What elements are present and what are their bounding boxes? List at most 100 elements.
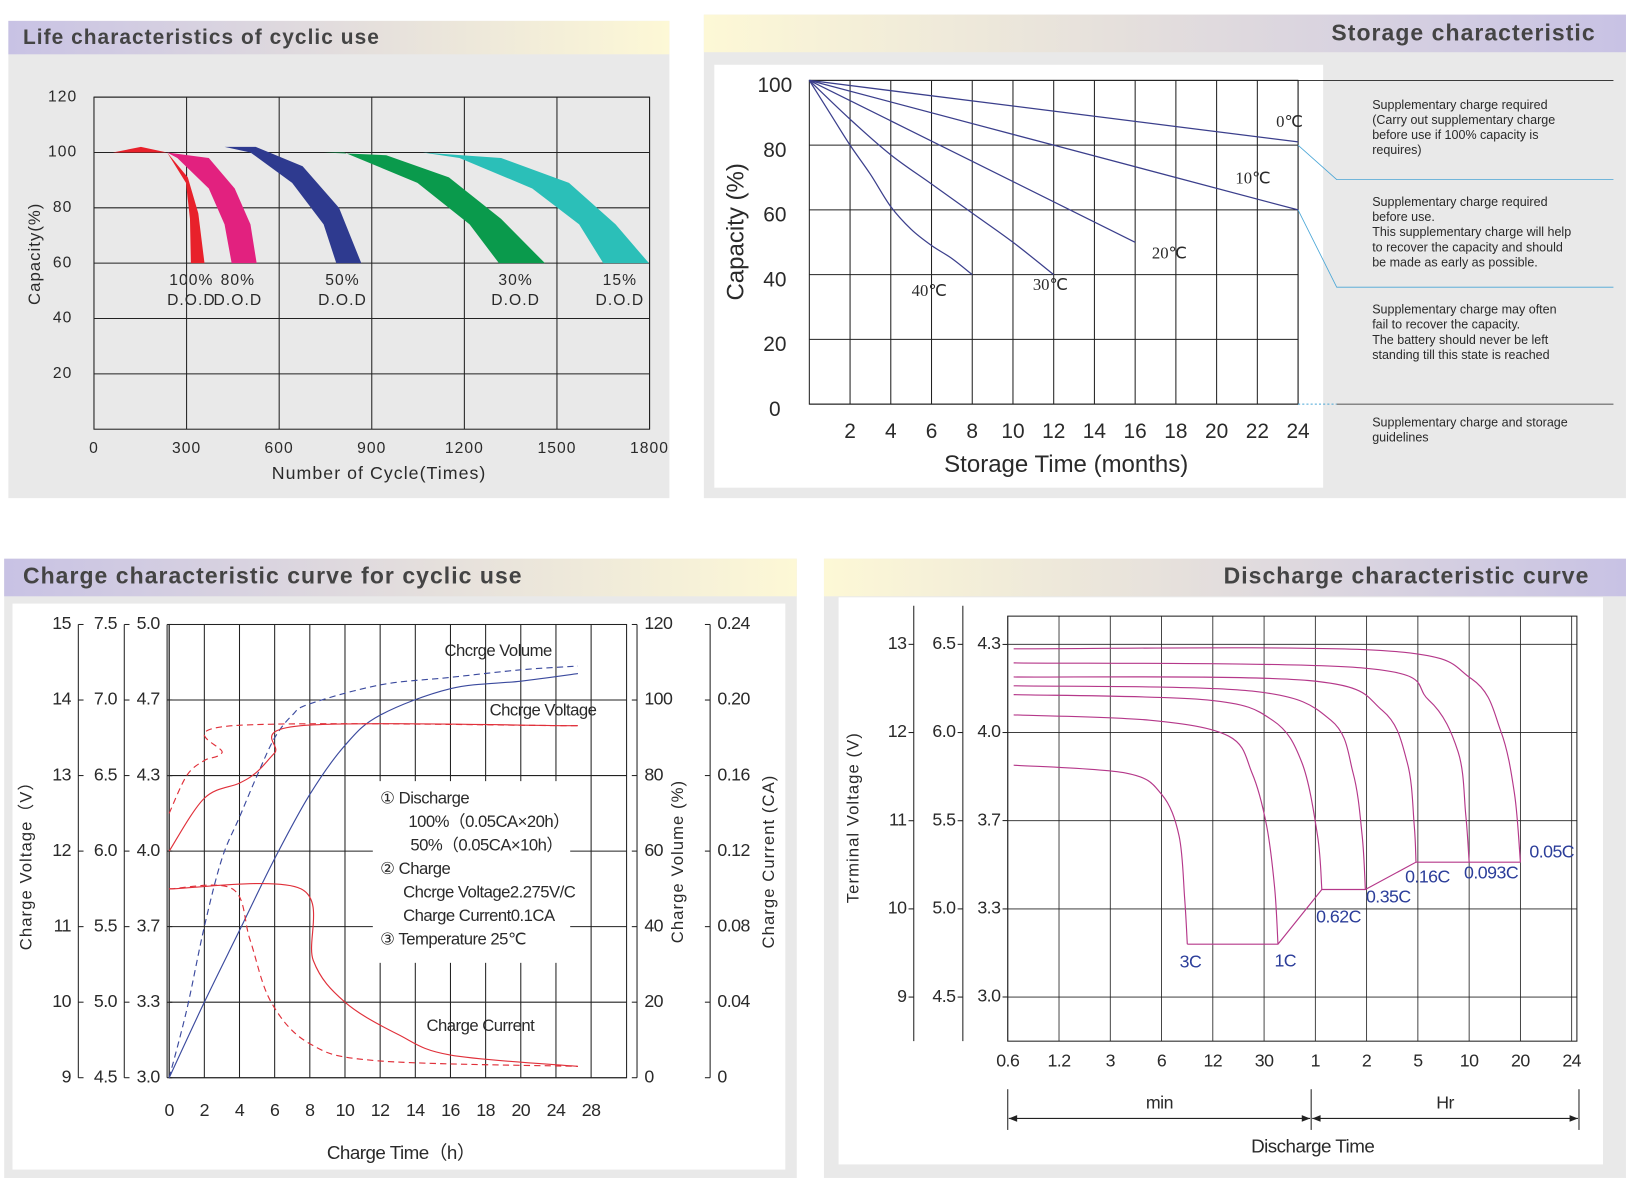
plot-frame	[93, 96, 651, 430]
charge-line	[168, 723, 578, 852]
y-tick-label: 10	[52, 991, 71, 1011]
note: (Carry out supplementary charge	[1372, 113, 1555, 127]
x-tick-label: 1800	[630, 440, 669, 457]
panel-header	[8, 20, 670, 55]
x-tick-label: 4	[235, 1100, 245, 1120]
plot-box	[714, 64, 1324, 488]
x-tick-label: 10	[1001, 420, 1024, 443]
note: be made as early as possible.	[1372, 255, 1538, 269]
x-tick-label: 1500	[537, 440, 576, 457]
y-tick-label: 80	[644, 764, 663, 784]
guide-line	[1297, 144, 1614, 181]
y-tick-label: 0.16	[717, 764, 750, 784]
note: guidelines	[1372, 430, 1428, 444]
series-label: 30℃	[1033, 275, 1068, 294]
x-tick-label: 10	[336, 1100, 355, 1120]
storage-chart: 2 4 6 8 10 12 14 16 18 20 22 24020406080100Suppleme…	[723, 74, 1614, 478]
y-tick-label: 0.04	[717, 991, 750, 1011]
y-tick-label: 0	[717, 1066, 727, 1086]
dod-band	[167, 152, 257, 264]
discharge-chart: 0.6 1.2 3 6 12 30 1 2 5 10 20 241312111096.56.05.55…	[844, 605, 1582, 1157]
x-tick-label: 300	[172, 440, 201, 457]
band-label: 30%	[498, 272, 532, 289]
y-tick-label: 20	[644, 991, 663, 1011]
y-tick-label: 80	[53, 199, 73, 216]
panel-header	[4, 558, 797, 597]
band-label: D.O.D	[491, 292, 540, 309]
note: fail to recover the capacity.	[1372, 318, 1520, 332]
y-tick-label: 0.24	[717, 613, 750, 633]
note: Supplementary charge may often	[1372, 302, 1556, 316]
note: Supplementary charge and storage	[1372, 415, 1568, 429]
discharge-line	[1013, 662, 1470, 863]
life-chart: 0 300 600 900 1200 1500 1800 20 40 60 80 100 120 100%…	[25, 88, 669, 483]
y-tick-label: 9	[897, 986, 907, 1006]
y-tick-label: 3.7	[137, 915, 160, 935]
y-tick-label: 4.0	[137, 840, 161, 860]
band-label: D.O.D	[167, 292, 216, 309]
chart-title: Life characteristics of cyclic use	[23, 26, 380, 49]
rate-label: 0.35C	[1366, 887, 1411, 907]
x-tick-label: 2	[844, 420, 856, 443]
y-tick-label: 40	[53, 310, 73, 327]
storage-line	[808, 80, 973, 276]
y-tick-label: 120	[644, 613, 673, 633]
y-tick-label: 60	[644, 840, 663, 860]
y-axis-label: Charge Voltage（V）	[17, 773, 36, 950]
y-axis-label: Charge Current (CA)	[759, 775, 778, 949]
note: The battery should never be left	[1372, 333, 1549, 347]
x-tick-label: 12	[1203, 1051, 1222, 1071]
y-tick-label: 13	[52, 764, 71, 784]
x-tick-label: 0	[164, 1100, 174, 1120]
guide-line	[1297, 209, 1614, 288]
legend-line: Chcrge Voltage2.275V/C	[403, 882, 576, 901]
dod-band	[323, 152, 545, 264]
x-tick-label: 12	[371, 1100, 390, 1120]
note: This supplementary charge will help	[1372, 225, 1571, 239]
x-tick-label: 1200	[445, 440, 484, 457]
rate-label: 0.16C	[1405, 867, 1450, 887]
y-tick-label: 0	[644, 1066, 654, 1086]
series-label: 10℃	[1235, 168, 1270, 187]
y-axis-label: Capacity(%)	[25, 203, 44, 305]
y-axis-label: Charge Volume (%)	[668, 780, 687, 943]
note: standing till this state is reached	[1372, 348, 1549, 362]
chart-title: Charge characteristic curve for cyclic u…	[23, 563, 523, 589]
x-tick-label: 24	[547, 1100, 566, 1120]
y-tick-label: 4.3	[137, 764, 161, 784]
note: to recover the capacity and should	[1372, 240, 1563, 254]
discharge-line	[1013, 714, 1279, 945]
y-tick-label: 100	[644, 689, 673, 709]
x-range-label: min	[1146, 1093, 1173, 1113]
x-tick-label: 3	[1106, 1051, 1116, 1071]
y-tick-label: 0.08	[717, 915, 750, 935]
y-tick-label: 4.7	[137, 689, 160, 709]
storage-line	[808, 79, 1055, 276]
x-tick-label: 2	[1362, 1051, 1371, 1071]
y-tick-label: 7.5	[94, 613, 118, 633]
y-tick-label: 5.5	[94, 915, 118, 935]
charge-line	[168, 665, 578, 1078]
y-tick-label: 100	[48, 144, 77, 161]
y-tick-label: 4.5	[932, 986, 956, 1006]
rate-label: 0.62C	[1316, 906, 1361, 926]
y-tick-label: 11	[889, 809, 906, 829]
legend-line: ③ Temperature 25℃	[380, 929, 526, 948]
x-tick-label: 28	[582, 1100, 601, 1120]
y-tick-label: 7.0	[94, 689, 118, 709]
y-tick-label: 80	[763, 139, 786, 162]
chart-title: Storage characteristic	[1331, 20, 1595, 46]
legend-line: Charge Current0.1CA	[403, 906, 556, 925]
x-tick-label: 12	[1042, 420, 1065, 443]
x-tick-label: 8	[305, 1100, 315, 1120]
y-tick-label: 5.5	[932, 809, 956, 829]
y-tick-label: 3.3	[977, 898, 1001, 918]
legend-line: 100%（0.05CA×20h）	[408, 812, 569, 831]
x-tick-label: 18	[476, 1100, 495, 1120]
y-tick-label: 3.0	[977, 986, 1001, 1006]
y-tick-label: 60	[53, 254, 73, 271]
storage-line	[809, 79, 1299, 143]
note: before use.	[1372, 210, 1435, 224]
x-tick-label: 0.6	[996, 1051, 1020, 1071]
legend-line: 50%（0.05CA×10h）	[410, 835, 562, 854]
